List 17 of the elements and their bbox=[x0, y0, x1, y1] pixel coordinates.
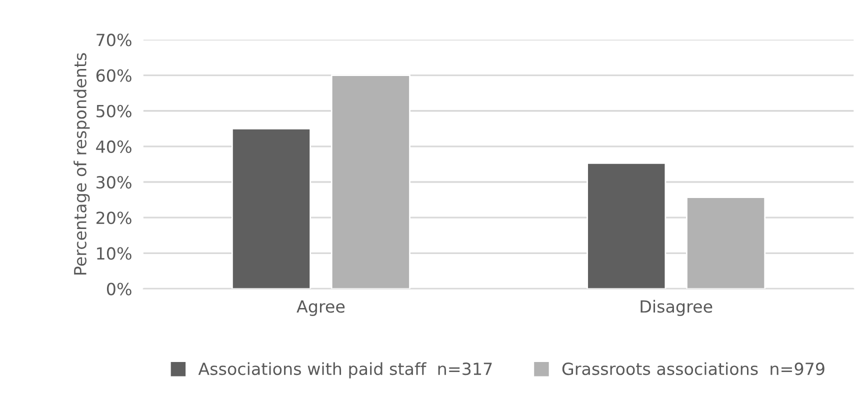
y-tick-label: 40% bbox=[96, 140, 132, 154]
y-tick-label: 30% bbox=[96, 176, 132, 189]
y-tick-label: 70% bbox=[96, 34, 132, 46]
bar bbox=[586, 162, 666, 289]
y-tick-label: 0% bbox=[106, 282, 132, 296]
x-tick-label: Disagree bbox=[640, 300, 712, 316]
y-tick-label: 50% bbox=[96, 104, 132, 118]
bar bbox=[686, 196, 766, 289]
y-axis-title: Percentage of respondents bbox=[74, 53, 90, 274]
y-tick-label: 60% bbox=[96, 69, 132, 82]
y-tick-label: 10% bbox=[97, 247, 132, 260]
bar bbox=[330, 74, 410, 289]
y-tick-label: 20% bbox=[96, 212, 132, 224]
bar bbox=[232, 128, 312, 289]
x-tick-label: Agree bbox=[296, 300, 345, 316]
legend-label: Grassroots associations n=979 bbox=[562, 362, 824, 376]
legend-label: Associations with paid staff n=317 bbox=[198, 362, 492, 378]
